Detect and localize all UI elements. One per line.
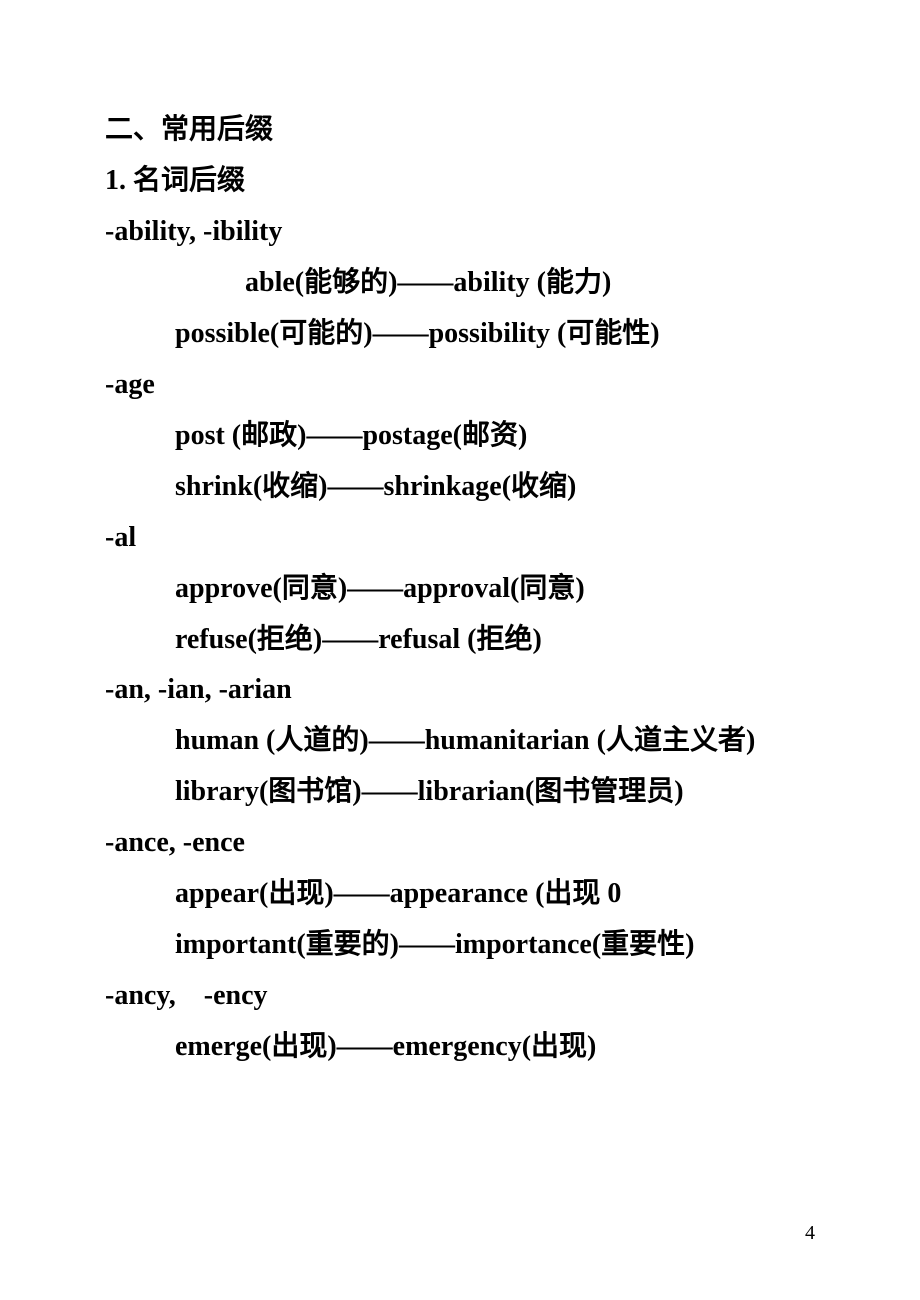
- example-entry: library(图书馆)——librarian(图书管理员): [105, 767, 815, 818]
- example-entry: emerge(出现)——emergency(出现): [105, 1022, 815, 1073]
- example-entry: approve(同意)——approval(同意): [105, 564, 815, 615]
- example-entry: shrink(收缩)——shrinkage(收缩): [105, 462, 815, 513]
- suffix-heading: -an, -ian, -arian: [105, 665, 815, 716]
- example-entry: post (邮政)——postage(邮资): [105, 411, 815, 462]
- suffix-heading: -ancy, -ency: [105, 971, 815, 1022]
- suffix-heading: -age: [105, 360, 815, 411]
- main-heading: 二、常用后缀: [105, 105, 815, 156]
- example-entry: appear(出现)——appearance (出现 0: [105, 869, 815, 920]
- page-number: 4: [805, 1222, 815, 1245]
- example-entry: important(重要的)——importance(重要性): [105, 920, 815, 971]
- example-entry: human (人道的)——humanitarian (人道主义者): [105, 716, 815, 767]
- suffix-heading: -ability, -ibility: [105, 207, 815, 258]
- example-entry: possible(可能的)——possibility (可能性): [105, 309, 815, 360]
- document-content: 二、常用后缀 1. 名词后缀 -ability, -ibility able(能…: [0, 0, 920, 1073]
- example-entry: able(能够的)——ability (能力): [105, 258, 815, 309]
- suffix-heading: -al: [105, 513, 815, 564]
- sub-heading: 1. 名词后缀: [105, 156, 815, 207]
- suffix-heading: -ance, -ence: [105, 818, 815, 869]
- example-entry: refuse(拒绝)——refusal (拒绝): [105, 615, 815, 666]
